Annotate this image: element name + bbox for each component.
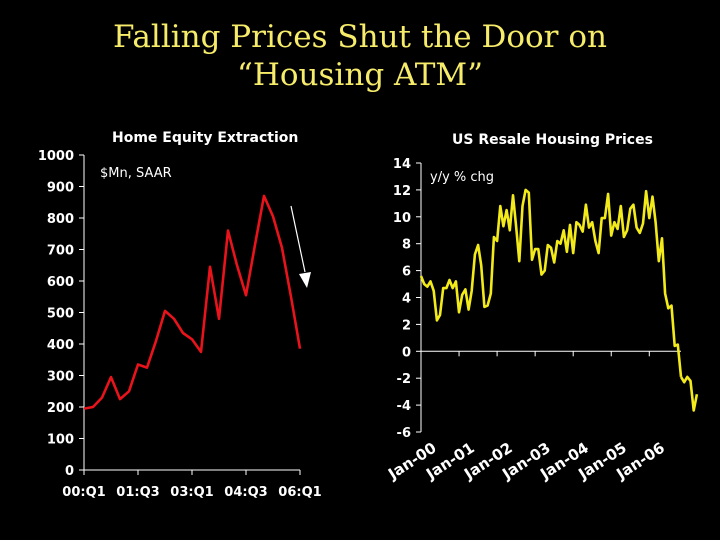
right-y-tick-label: -2 [397,372,411,387]
right-y-tick-label: 8 [402,238,411,253]
left-chart: 0 100 200 300 400 500 600 700 800 900 1000 00:Q1 01:… [38,149,322,500]
left-y-tick-label: 0 [65,464,74,479]
left-y-tick-label: 900 [47,181,74,196]
left-x-tick-label: 04:Q3 [224,485,267,500]
right-y-tick-label: -4 [397,399,411,414]
left-y-tick-label: 500 [47,307,74,322]
right-chart: -6-4-202468101214Jan-00Jan-01Jan-02Jan-0… [384,157,699,483]
right-y-tick-label: 6 [402,265,411,280]
right-y-tick-label: 12 [393,184,411,199]
left-x-tick-label: 00:Q1 [62,485,105,500]
right-y-tick-label: 4 [402,292,411,307]
right-y-tick-label: 2 [402,318,411,333]
right-y-tick-label: -6 [397,426,411,441]
left-y-tick-label: 600 [47,275,74,290]
right-chart-title: US Resale Housing Prices [452,132,653,148]
right-y-tick-label: 0 [402,345,411,360]
down-arrow-shaft [290,205,306,273]
left-y-tick-label: 300 [47,370,74,385]
slide-title-line-2: “Housing ATM” [237,57,483,93]
right-y-tick-label: 14 [393,157,411,172]
left-x-tick-label: 06:Q1 [278,485,321,500]
right-series-line [419,188,683,378]
left-y-tick-label: 800 [47,212,74,227]
left-chart-title: Home Equity Extraction [112,130,298,146]
right-y-tick-label: 10 [393,211,411,226]
left-x-tick-label: 03:Q1 [170,485,213,500]
left-y-tick-label: 400 [47,338,74,353]
left-series-line [83,194,302,410]
right-series-line [679,375,699,412]
left-y-tick-label: 700 [47,244,74,259]
left-y-tick-label: 100 [47,433,74,448]
down-arrow-head [299,272,311,288]
left-y-tick-label: 1000 [38,149,74,164]
left-chart-subtitle: $Mn, SAAR [100,166,172,181]
slide-title: Falling Prices Shut the Door on “Housing… [0,18,720,94]
right-chart-subtitle: y/y % chg [430,170,494,185]
left-y-tick-label: 200 [47,401,74,416]
left-x-tick-label: 01:Q3 [116,485,159,500]
slide-title-line-1: Falling Prices Shut the Door on [113,19,607,55]
